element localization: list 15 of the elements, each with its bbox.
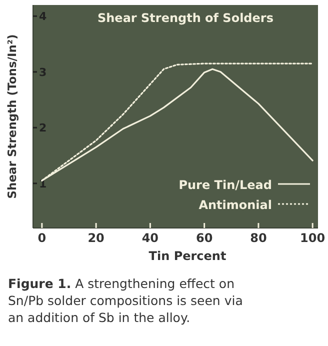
text: Shear Strength of Solders <box>98 11 274 25</box>
x-tick-label: 20 <box>88 231 104 245</box>
legend-label: Antimonial <box>198 198 272 212</box>
x-tick-label: 60 <box>196 231 213 245</box>
x-axis-title: Tin Percent <box>148 249 226 263</box>
legend-label: Pure Tin/Lead <box>178 178 272 192</box>
y-tick-label: 4 <box>39 10 47 24</box>
y-axis-title: Shear Strength (Tons/In²) <box>5 34 19 199</box>
y-tick-label: 3 <box>39 66 47 79</box>
x-tick-label: 40 <box>142 231 159 245</box>
x-tick-label: 0 <box>38 231 46 245</box>
x-tick-label: 80 <box>250 231 267 245</box>
caption: Figure 1. A strengthening effect on Sn/Pb solder compositions is seen via an addition of Sb in the alloy. <box>8 276 243 325</box>
y-tick-label: 2 <box>39 122 47 135</box>
x-tick-label: 100 <box>300 231 326 245</box>
